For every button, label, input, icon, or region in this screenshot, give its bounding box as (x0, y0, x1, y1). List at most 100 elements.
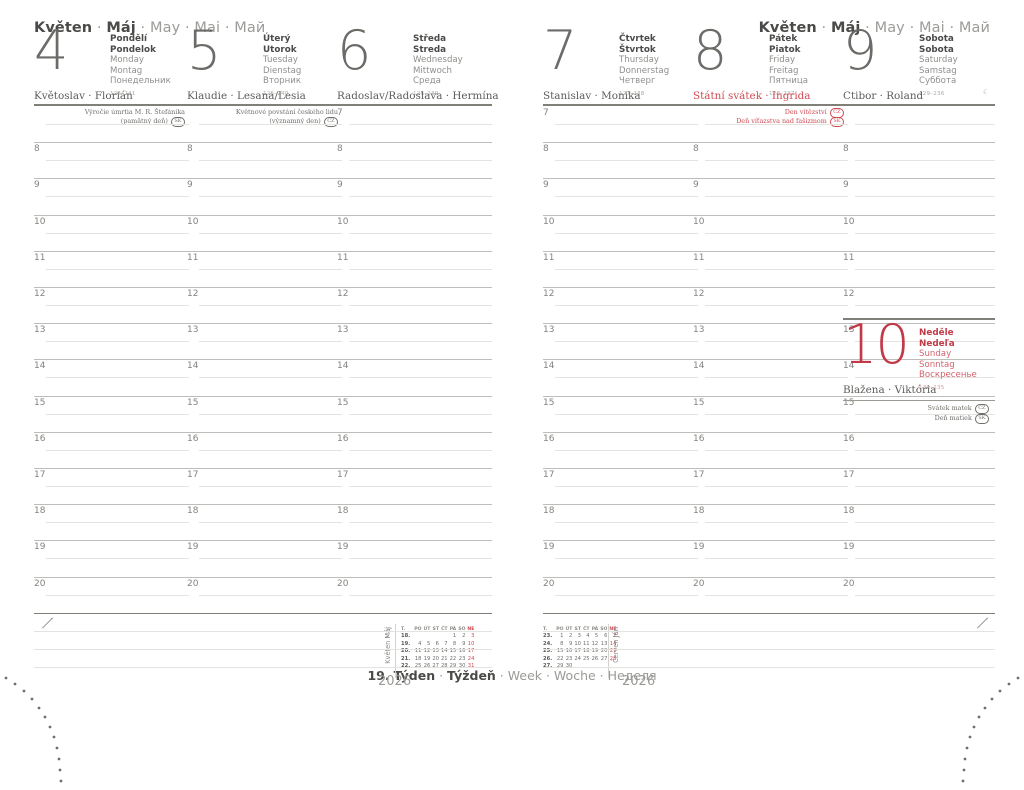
mini-day-cell[interactable]: 15 (556, 648, 564, 655)
hour-row-9[interactable]: 9 (693, 178, 848, 214)
hour-row-18[interactable]: 18 (843, 504, 995, 540)
hour-row-19[interactable]: 19 (34, 540, 189, 576)
mini-calendar-may[interactable]: T. PO ÚT ST ČT PÁ SO NE 18. 1 2 3 19. 4 5 6 7 8 9 10 20. 11 12… (384, 624, 475, 678)
hour-row-15[interactable]: 15 (187, 395, 342, 432)
mini-day-cell[interactable]: 15 (449, 648, 457, 655)
mini-day-cell[interactable] (431, 633, 440, 641)
mini-day-cell[interactable]: 14 (609, 640, 617, 647)
hour-row-15[interactable]: 15 (337, 395, 492, 432)
hour-row-11[interactable]: 11 (34, 250, 189, 287)
mini-day-cell[interactable]: 13 (432, 648, 439, 655)
hour-row-13[interactable]: 13 (693, 323, 848, 359)
mini-day-cell[interactable]: 18 (414, 655, 422, 662)
hour-row-18[interactable]: 18 (693, 504, 848, 540)
hour-row-15[interactable]: 15 (693, 395, 848, 432)
hour-row-11[interactable]: 11 (843, 250, 995, 287)
hour-row-18[interactable]: 18 (187, 504, 342, 540)
hour-row-17[interactable]: 17 (187, 468, 342, 504)
hour-row-16[interactable]: 16 (34, 431, 189, 468)
mini-day-cell[interactable]: 30 (564, 663, 573, 671)
hour-row-7[interactable] (693, 106, 848, 142)
hour-row-14[interactable]: 14 (34, 359, 189, 395)
hour-row-9[interactable]: 9 (843, 178, 995, 214)
mini-day-cell[interactable]: 17 (574, 648, 581, 655)
hour-row-11[interactable]: 11 (693, 250, 848, 287)
hour-row-13[interactable]: 13 (843, 323, 995, 359)
mini-day-cell[interactable]: 23 (458, 655, 466, 662)
mini-day-cell[interactable]: 5 (427, 640, 431, 647)
hour-row-20[interactable]: 20 (34, 576, 189, 613)
hour-row-11[interactable]: 11 (337, 250, 492, 287)
mini-day-cell[interactable]: 27 (600, 655, 608, 662)
mini-day-cell[interactable]: 1 (452, 633, 457, 639)
mini-day-cell[interactable]: 2 (462, 633, 466, 639)
hour-row-16[interactable]: 16 (187, 431, 342, 468)
mini-day-cell[interactable]: 31 (466, 663, 475, 671)
hour-row-14[interactable]: 14 (843, 359, 995, 395)
mini-day-cell[interactable]: 4 (418, 640, 422, 647)
mini-day-cell[interactable]: 7 (613, 633, 617, 639)
hour-row-19[interactable]: 19 (843, 540, 995, 576)
hour-row-15[interactable]: 15 (543, 395, 698, 432)
mini-day-cell[interactable]: 18 (582, 648, 590, 655)
hour-row-10[interactable]: 10 (693, 214, 848, 251)
hour-row-8[interactable]: 8 (337, 142, 492, 178)
hour-row-20[interactable]: 20 (843, 576, 995, 613)
mini-day-cell[interactable]: 6 (604, 633, 608, 639)
hour-row-8[interactable]: 8 (34, 142, 189, 178)
hour-row-14[interactable]: 14 (543, 359, 698, 395)
hour-row-9[interactable]: 9 (337, 178, 492, 214)
hour-row-11[interactable]: 11 (543, 250, 698, 287)
mini-day-cell[interactable]: 25 (582, 655, 590, 662)
hour-row-20[interactable]: 20 (187, 576, 342, 613)
hour-row-11[interactable]: 11 (187, 250, 342, 287)
hour-row-7[interactable]: 7 (543, 106, 698, 142)
mini-day-cell[interactable]: 29 (449, 663, 458, 671)
hour-row-12[interactable]: 12 (187, 287, 342, 323)
mini-day-cell[interactable]: 16 (565, 648, 573, 655)
hour-row-17[interactable]: 17 (337, 468, 492, 504)
mini-day-cell[interactable]: 13 (600, 640, 608, 647)
hour-row-12[interactable]: 12 (34, 287, 189, 323)
mini-day-cell[interactable]: 30 (457, 663, 466, 671)
hour-row-8[interactable]: 8 (693, 142, 848, 178)
hour-row-8[interactable]: 8 (543, 142, 698, 178)
hour-row-14[interactable]: 14 (693, 359, 848, 395)
hour-row-13[interactable]: 13 (187, 323, 342, 359)
mini-day-cell[interactable]: 17 (467, 648, 475, 655)
hour-row-19[interactable]: 19 (693, 540, 848, 576)
hour-row-12[interactable]: 12 (337, 287, 492, 323)
mini-day-cell[interactable]: 3 (577, 633, 581, 639)
mini-day-cell[interactable]: 24 (574, 655, 581, 662)
hour-row-13[interactable]: 13 (543, 323, 698, 359)
hour-row-19[interactable]: 19 (337, 540, 492, 576)
mini-day-cell[interactable]: 6 (435, 640, 439, 647)
mini-day-cell[interactable]: 23 (565, 655, 573, 662)
hour-row-13[interactable]: 13 (337, 323, 492, 359)
mini-day-cell[interactable]: 2 (569, 633, 573, 639)
hour-row-8[interactable]: 8 (187, 142, 342, 178)
hour-row-7[interactable]: 7 (337, 106, 492, 142)
hour-row-20[interactable]: 20 (693, 576, 848, 613)
mini-day-cell[interactable]: 5 (594, 633, 599, 639)
mini-day-cell[interactable]: 22 (449, 655, 457, 662)
hour-row-14[interactable]: 14 (187, 359, 342, 395)
mini-day-cell[interactable]: 26 (591, 655, 599, 662)
hour-row-8[interactable]: 8 (843, 142, 995, 178)
hour-row-18[interactable]: 18 (34, 504, 189, 540)
mini-day-cell[interactable]: 28 (440, 663, 449, 671)
hour-row-18[interactable]: 18 (543, 504, 698, 540)
mini-day-cell[interactable]: 11 (582, 640, 590, 647)
hour-row-18[interactable]: 18 (337, 504, 492, 540)
mini-day-cell[interactable]: 9 (462, 640, 466, 647)
mini-calendar-june[interactable]: T. PO ÚT ST ČT PÁ SO NE 23. 1 2 3 4 5 6 7 24. 8 9 10 11 12 13 1… (542, 624, 620, 678)
mini-day-cell[interactable]: 8 (452, 640, 457, 647)
hour-row-9[interactable]: 9 (34, 178, 189, 214)
hour-row-12[interactable]: 12 (693, 287, 848, 323)
mini-day-cell[interactable]: 10 (574, 640, 581, 647)
hour-row-19[interactable]: 19 (543, 540, 698, 576)
hour-row-12[interactable]: 12 (843, 287, 995, 323)
hour-row-17[interactable]: 17 (543, 468, 698, 504)
mini-day-cell[interactable]: 10 (467, 640, 475, 647)
mini-day-cell[interactable]: 28 (609, 655, 617, 662)
